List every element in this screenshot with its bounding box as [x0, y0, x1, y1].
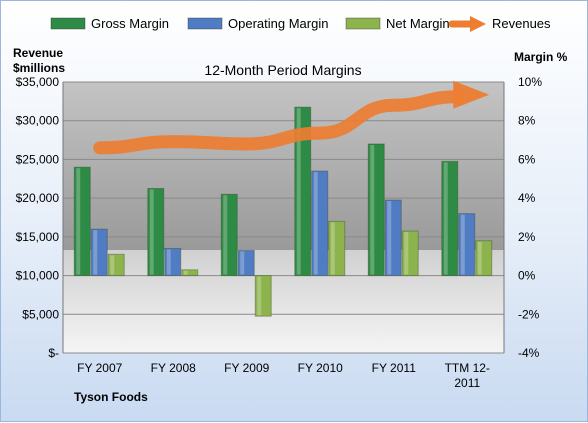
- legend-label: Gross Margin: [91, 16, 169, 31]
- bar-gross-margin: [294, 106, 312, 277]
- legend-label: Revenues: [492, 16, 551, 31]
- right-tick-label: 8%: [518, 114, 536, 128]
- bar-highlight: [404, 232, 409, 275]
- bar-highlight: [223, 195, 228, 275]
- plot-area: [63, 82, 504, 353]
- bar-highlight: [477, 241, 482, 275]
- gridlines: [62, 81, 505, 354]
- bar-highlight: [240, 251, 245, 275]
- category-label: TTM 12-: [445, 361, 490, 375]
- bars: [73, 106, 493, 317]
- category-label: FY 2011: [372, 361, 417, 375]
- bar-highlight: [387, 201, 392, 275]
- bar-net-margin: [475, 240, 493, 277]
- bar-highlight: [460, 214, 465, 275]
- bar-highlight: [93, 230, 98, 275]
- bar-highlight: [183, 270, 188, 275]
- right-tick-label: 4%: [518, 191, 536, 205]
- bar-highlight: [330, 222, 335, 275]
- bar-operating-margin: [384, 199, 402, 277]
- right-axis-ticks: -4% -2% 0% 2% 4% 6% 8% 10%: [518, 75, 542, 360]
- category-label: 2011: [454, 376, 480, 390]
- bar-highlight: [313, 172, 318, 275]
- right-tick-label: 6%: [518, 152, 536, 166]
- right-tick-label: -2%: [518, 307, 540, 321]
- revenue-arrowhead: [453, 80, 490, 109]
- legend-swatch: [50, 17, 86, 30]
- legend-swatch: [345, 17, 381, 30]
- bar-net-margin: [181, 269, 199, 277]
- legend: Gross Margin Operating Margin Net Margin Re…: [50, 16, 551, 32]
- revenue-line: [93, 90, 464, 155]
- chart-title: 12-Month Period Margins: [204, 62, 361, 78]
- category-label: FY 2009: [224, 361, 269, 375]
- bar-highlight: [76, 168, 81, 275]
- bar-highlight: [149, 189, 154, 275]
- legend-label: Operating Margin: [228, 16, 328, 31]
- left-axis-label-line1: Revenue: [13, 46, 63, 60]
- bar-net-margin: [107, 253, 125, 277]
- left-tick-label: $30,000: [16, 114, 60, 128]
- left-axis-ticks: $- $5,000 $10,000 $15,000 $20,000 $25,000 $30,…: [16, 75, 60, 360]
- legend-swatch-arrowhead: [470, 16, 486, 32]
- left-tick-label: $20,000: [16, 191, 60, 205]
- bar-operating-margin: [164, 247, 182, 277]
- bar-operating-margin: [311, 170, 329, 277]
- company-label: Tyson Foods: [74, 390, 148, 404]
- right-tick-label: 0%: [518, 269, 536, 283]
- bar-gross-margin: [367, 143, 385, 277]
- left-tick-label: $25,000: [16, 152, 60, 166]
- left-tick-label: $35,000: [16, 75, 60, 89]
- left-tick-label: $5,000: [22, 307, 59, 321]
- category-label: FY 2007: [77, 361, 122, 375]
- bar-highlight: [296, 108, 301, 275]
- bar-gross-margin: [220, 193, 238, 277]
- bar-net-margin: [328, 220, 346, 277]
- right-tick-label: 10%: [518, 75, 542, 89]
- bar-gross-margin: [73, 166, 91, 277]
- bar-gross-margin: [147, 187, 165, 277]
- bar-highlight: [257, 276, 262, 316]
- x-axis-categories: FY 2007 FY 2008 FY 2009 FY 2010 FY 2011 TTM 1…: [77, 361, 490, 390]
- bar-highlight: [110, 255, 115, 275]
- bar-highlight: [166, 249, 171, 275]
- left-tick-label: $-: [48, 346, 59, 360]
- category-label: FY 2010: [298, 361, 343, 375]
- right-tick-label: 2%: [518, 230, 536, 244]
- bar-net-margin: [401, 230, 419, 277]
- left-axis-label-line2: $millions: [13, 61, 65, 75]
- bar-highlight: [443, 162, 448, 275]
- right-axis-label: Margin %: [514, 50, 568, 64]
- left-tick-label: $10,000: [16, 269, 60, 283]
- legend-label: Net Margin: [386, 16, 450, 31]
- bar-operating-margin: [237, 249, 255, 277]
- left-tick-label: $15,000: [16, 230, 60, 244]
- bar-operating-margin: [458, 213, 476, 277]
- right-tick-label: -4%: [518, 346, 540, 360]
- legend-swatch: [187, 17, 223, 30]
- revenue-arrow: [93, 80, 490, 155]
- bar-operating-margin: [90, 228, 108, 277]
- bar-gross-margin: [441, 160, 459, 277]
- bar-highlight: [370, 144, 375, 275]
- bar-net-margin: [254, 275, 272, 317]
- category-label: FY 2008: [151, 361, 196, 375]
